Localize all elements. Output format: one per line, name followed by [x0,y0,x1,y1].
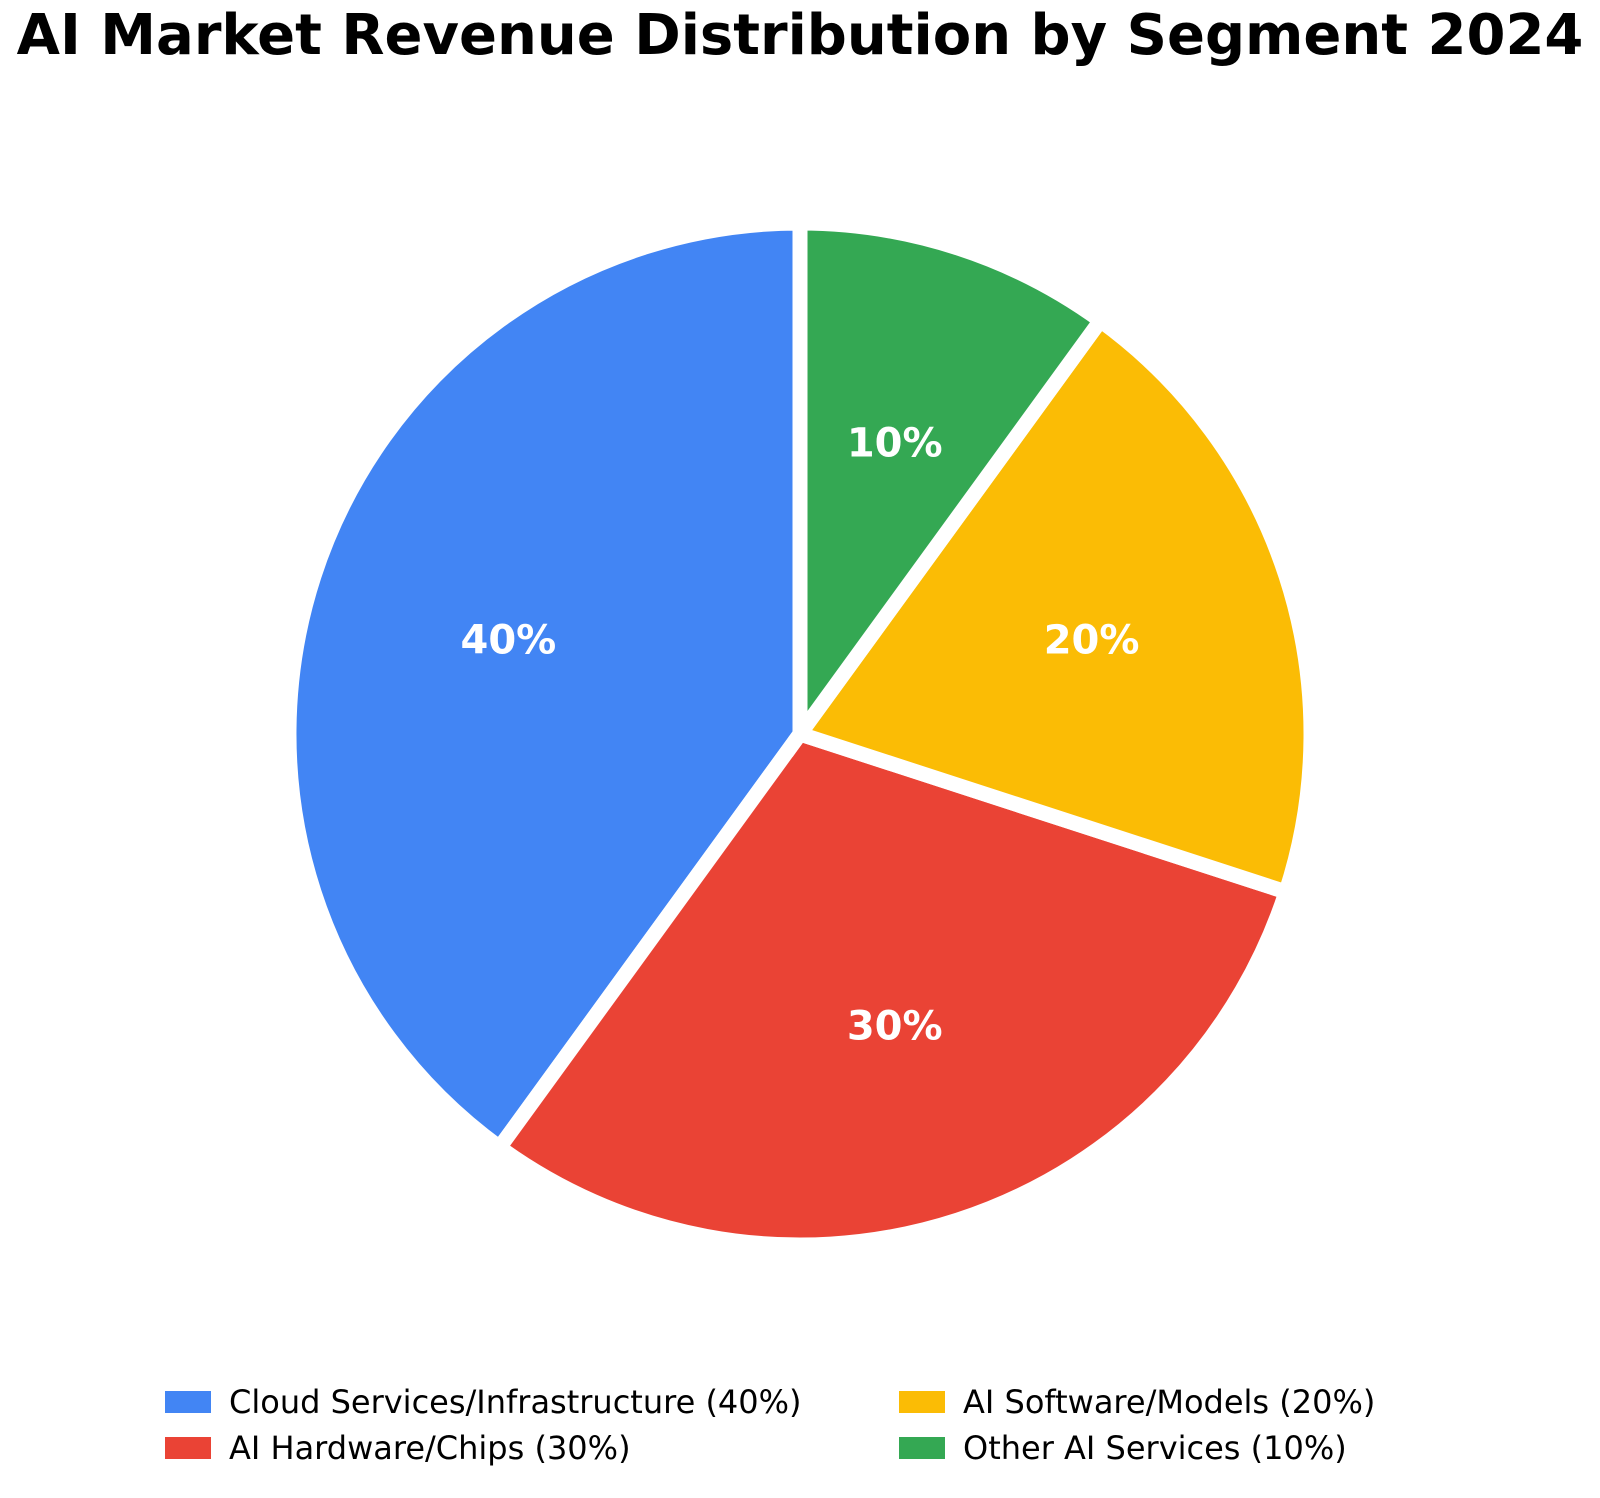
legend-item-ai-hardware-chips-30: AI Hardware/Chips (30%) [165,1432,899,1464]
legend-swatch-icon [165,1391,211,1413]
pie-slice-label-cloud-services-infrastructure: 40% [461,617,557,663]
pie-slice-other-ai-services [792,215,1111,758]
legend-swatch-icon [165,1437,211,1459]
chart-legend: Cloud Services/Infrastructure (40%) AI So… [165,1386,1375,1464]
legend-swatch-icon [899,1437,945,1459]
pie-slice-ai-software-models [787,310,1319,902]
pie-slice-label-other-ai-services: 10% [847,420,943,466]
legend-label: AI Hardware/Chips (30%) [229,1429,631,1467]
legend-item-ai-software-models-20: AI Software/Models (20%) [899,1386,1375,1418]
pie-slice-ai-hardware-chips [489,725,1296,1253]
legend-label: AI Software/Models (20%) [963,1383,1376,1421]
legend-swatch-icon [899,1391,945,1413]
legend-label: Cloud Services/Infrastructure (40%) [229,1383,802,1421]
legend-label: Other AI Services (10%) [963,1429,1347,1467]
pie-slice-label-ai-software-models: 20% [1044,617,1140,663]
pie-slice-label-ai-hardware-chips: 30% [847,1004,943,1050]
legend-item-cloud-services-infrastructure-40: Cloud Services/Infrastructure (40%) [165,1386,899,1418]
chart-title: AI Market Revenue Distribution by Segmen… [16,3,1584,68]
pie-slice-cloud-services-infrastructure [281,215,808,1158]
legend-item-other-ai-services-10: Other AI Services (10%) [899,1432,1375,1464]
